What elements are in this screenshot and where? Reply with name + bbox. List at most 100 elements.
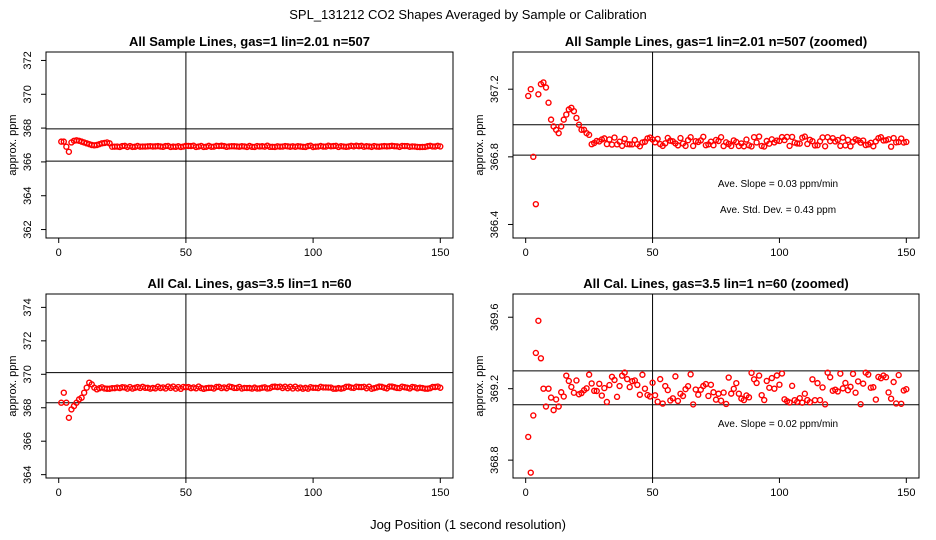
- data-point: [763, 377, 770, 385]
- data-point: [606, 381, 613, 389]
- data-point: [809, 376, 816, 383]
- chart-panel-4: All Cal. Lines, gas=3.5 lin=1 n=60 (zoom…: [474, 276, 920, 499]
- data-point: [839, 385, 847, 392]
- data-point: [892, 139, 900, 146]
- x-tick-label: 150: [897, 247, 915, 259]
- data-point: [728, 142, 735, 150]
- data-point: [745, 394, 753, 401]
- data-points: [525, 79, 910, 208]
- data-point: [761, 143, 768, 150]
- data-point: [563, 372, 570, 379]
- chart-panels: All Sample Lines, gas=1 lin=2.01 n=507 0 5…: [7, 34, 920, 499]
- data-point: [684, 383, 692, 390]
- data-point: [786, 399, 793, 406]
- data-point: [834, 388, 841, 395]
- data-points: [525, 317, 910, 476]
- data-point: [849, 370, 857, 378]
- data-point: [555, 403, 562, 410]
- data-point: [664, 386, 671, 394]
- data-point: [560, 393, 567, 400]
- y-axis-label: approx. ppm: [7, 114, 19, 175]
- data-point: [570, 389, 578, 396]
- data-point: [540, 79, 547, 86]
- data-point: [695, 391, 702, 398]
- data-point: [621, 135, 628, 143]
- data-point: [895, 371, 902, 379]
- data-point: [773, 372, 781, 379]
- data-point: [740, 396, 748, 404]
- data-point: [613, 393, 621, 401]
- data-point: [593, 387, 600, 395]
- data-point: [575, 121, 583, 128]
- panel-title: All Cal. Lines, gas=3.5 lin=1 n=60: [147, 276, 351, 291]
- plot-frame: [45, 293, 454, 479]
- data-point: [550, 406, 557, 414]
- data-point: [903, 138, 910, 146]
- data-point: [796, 394, 803, 402]
- data-point: [621, 369, 628, 376]
- data-point: [842, 142, 849, 149]
- data-point: [717, 397, 725, 404]
- data-point: [545, 385, 552, 392]
- data-point: [654, 398, 661, 405]
- plot-frame: [45, 51, 454, 239]
- data-point: [540, 385, 547, 392]
- data-point: [563, 111, 570, 118]
- data-point: [750, 133, 758, 141]
- data-point: [585, 131, 593, 139]
- data-point: [659, 400, 666, 407]
- chart-panel-3: All Cal. Lines, gas=3.5 lin=1 n=60 0 50 100…: [7, 276, 454, 499]
- data-point: [859, 380, 867, 387]
- data-point: [801, 390, 809, 397]
- data-point: [870, 384, 877, 391]
- y-tick-label: 366: [22, 153, 34, 171]
- data-point: [591, 387, 598, 395]
- data-point: [547, 116, 555, 123]
- data-point: [776, 381, 783, 388]
- y-axis-label: approx. ppm: [474, 355, 486, 416]
- data-point: [854, 378, 862, 385]
- data-point: [674, 397, 682, 405]
- data-point: [834, 136, 841, 144]
- data-point: [656, 375, 664, 383]
- data-point: [885, 389, 892, 396]
- y-tick-label: 370: [22, 85, 34, 103]
- data-point: [65, 148, 73, 155]
- data-point: [753, 379, 760, 387]
- data-point: [801, 133, 809, 140]
- data-point: [771, 385, 778, 392]
- data-point: [626, 383, 633, 391]
- data-point: [83, 384, 90, 391]
- figure-title: SPL_131212 CO2 Shapes Averaged by Sample…: [289, 7, 647, 22]
- data-point: [606, 136, 613, 143]
- data-point: [778, 370, 786, 377]
- data-point: [900, 139, 907, 146]
- data-point: [847, 143, 854, 150]
- x-tick-label: 0: [56, 247, 62, 259]
- y-tick-label: 364: [22, 187, 34, 205]
- data-point: [623, 375, 631, 383]
- data-point: [758, 391, 765, 399]
- data-point: [616, 382, 623, 390]
- data-point: [768, 374, 776, 382]
- x-tick-label: 0: [523, 247, 529, 259]
- annotation-text: Ave. Slope = 0.02 ppm/min: [718, 419, 838, 430]
- data-point: [65, 414, 73, 421]
- y-tick-label: 362: [22, 220, 34, 238]
- data-point: [689, 142, 697, 150]
- data-point: [547, 394, 555, 401]
- x-tick-label: 100: [304, 247, 322, 259]
- data-point: [679, 392, 687, 400]
- data-point: [437, 143, 444, 150]
- x-tick-label: 100: [770, 487, 788, 499]
- y-tick-label: 366: [22, 432, 34, 450]
- data-point: [766, 384, 773, 391]
- data-points: [58, 137, 444, 155]
- y-tick-label: 374: [22, 298, 34, 316]
- x-tick-label: 100: [304, 487, 322, 499]
- data-point: [735, 390, 743, 397]
- data-point: [535, 317, 542, 324]
- y-tick-label: 368: [22, 399, 34, 417]
- data-point: [748, 369, 755, 377]
